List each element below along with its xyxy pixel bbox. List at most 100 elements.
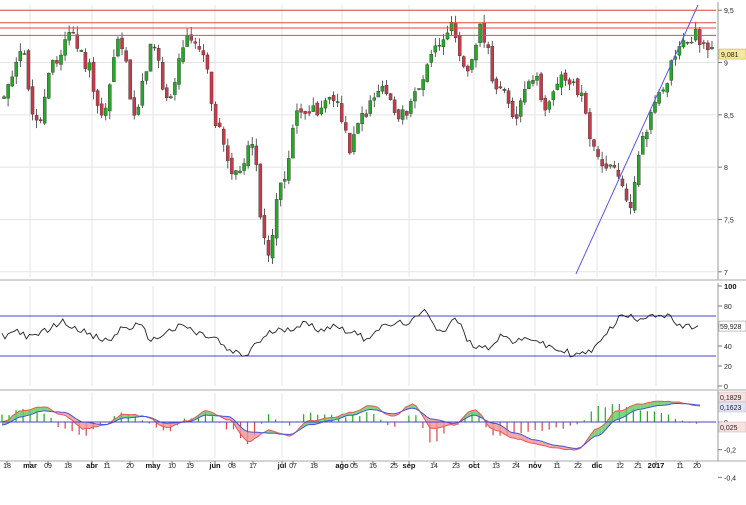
candle-body-117: [479, 24, 482, 43]
x-tick-label-28: 22: [574, 463, 582, 470]
osc-ytick-label-4: 20: [724, 364, 732, 371]
candle-body-174: [710, 47, 713, 49]
candle-body-86: [352, 134, 355, 151]
x-tick-label-19: 25: [390, 463, 398, 470]
candle-body-138: [564, 73, 567, 80]
candle-body-157: [641, 136, 644, 154]
candle-body-0: [2, 97, 5, 99]
x-tick-label-24: 13: [492, 463, 500, 470]
candle-body-28: [116, 39, 119, 56]
candle-body-158: [645, 132, 648, 139]
x-tick-label-11: 08: [228, 463, 236, 470]
candle-body-115: [470, 59, 473, 69]
candle-body-53: [218, 123, 221, 127]
candle-body-89: [365, 114, 368, 117]
candle-body-79: [324, 101, 327, 108]
candle-body-171: [698, 29, 701, 44]
candle-body-8: [35, 115, 38, 120]
candle-body-40: [165, 88, 168, 98]
candle-body-139: [568, 80, 571, 85]
candle-body-7: [31, 87, 34, 115]
candle-body-168: [686, 42, 689, 43]
candle-body-45: [186, 36, 189, 47]
candle-body-131: [535, 76, 538, 80]
candle-body-93: [381, 86, 384, 91]
candle-body-96: [393, 100, 396, 113]
x-tick-label-15: 18: [310, 463, 318, 470]
macd-fill-123: [433, 419, 437, 428]
candle-body-75: [308, 112, 311, 114]
candle-body-101: [413, 92, 416, 102]
candle-body-82: [336, 102, 339, 103]
x-tick-label-1: mar: [23, 461, 37, 470]
candle-body-128: [523, 89, 526, 102]
candle-body-108: [442, 40, 445, 47]
candle-body-52: [214, 104, 217, 126]
candle-body-32: [133, 97, 136, 115]
candle-body-148: [605, 164, 608, 168]
candle-body-99: [405, 111, 408, 115]
candle-body-145: [592, 140, 595, 147]
candle-body-147: [601, 159, 604, 166]
candle-body-16: [68, 32, 71, 40]
candle-body-44: [182, 48, 185, 62]
candle-body-66: [271, 235, 274, 258]
candle-body-98: [401, 110, 404, 120]
candle-body-15: [64, 40, 67, 56]
candle-body-130: [531, 80, 534, 83]
candle-body-59: [243, 164, 246, 171]
candle-body-123: [503, 89, 506, 90]
x-tick-label-5: 11: [103, 463, 110, 470]
candle-body-69: [283, 179, 286, 181]
candle-body-107: [438, 45, 441, 46]
osc-last-value-label: 59,928: [720, 324, 742, 331]
candle-body-113: [462, 57, 465, 67]
candle-body-25: [104, 108, 107, 116]
osc-ytick-label-5: 0: [724, 384, 728, 391]
price-ytick-label-3: 8: [724, 165, 728, 172]
candle-body-90: [369, 101, 372, 114]
macd-fill-70: [248, 432, 252, 442]
candle-body-14: [59, 55, 62, 64]
candle-body-141: [576, 79, 579, 95]
candle-body-64: [263, 215, 266, 237]
x-tick-label-10: jun: [208, 461, 221, 470]
candle-body-19: [80, 50, 83, 51]
candle-body-136: [556, 84, 559, 90]
candle-body-114: [466, 66, 469, 71]
candle-body-6: [27, 51, 30, 90]
candle-body-121: [495, 79, 498, 89]
candle-body-126: [515, 115, 518, 119]
candle-body-109: [446, 33, 449, 39]
candle-body-120: [491, 46, 494, 81]
candle-body-91: [373, 98, 376, 101]
candle-body-2: [11, 77, 14, 86]
candle-body-162: [662, 90, 665, 91]
candle-body-34: [141, 81, 144, 105]
candle-body-149: [609, 165, 612, 166]
x-tick-label-16: ago: [335, 461, 349, 470]
x-tick-label-34: 20: [693, 463, 701, 470]
x-tick-label-27: 11: [553, 463, 560, 470]
x-tick-label-0: 18: [3, 463, 11, 470]
candle-body-57: [234, 171, 237, 175]
macd-ytick-label-2: -0,4: [724, 475, 736, 482]
candle-body-13: [55, 60, 58, 63]
candle-body-72: [295, 111, 298, 126]
price-ytick-label-0: 9,5: [724, 8, 734, 15]
candle-body-143: [584, 93, 587, 113]
x-tick-label-6: 20: [126, 463, 134, 470]
candle-body-84: [344, 123, 347, 131]
candle-body-56: [230, 158, 233, 174]
candle-body-38: [157, 48, 160, 60]
candle-body-103: [422, 80, 425, 90]
candle-body-102: [417, 89, 420, 90]
candle-body-150: [613, 165, 616, 167]
candle-body-173: [706, 43, 709, 50]
candle-body-127: [519, 101, 522, 117]
candle-body-119: [487, 45, 490, 48]
candle-body-129: [527, 82, 530, 89]
x-tick-label-14: 07: [289, 463, 297, 470]
x-tick-label-4: abr: [86, 461, 98, 470]
